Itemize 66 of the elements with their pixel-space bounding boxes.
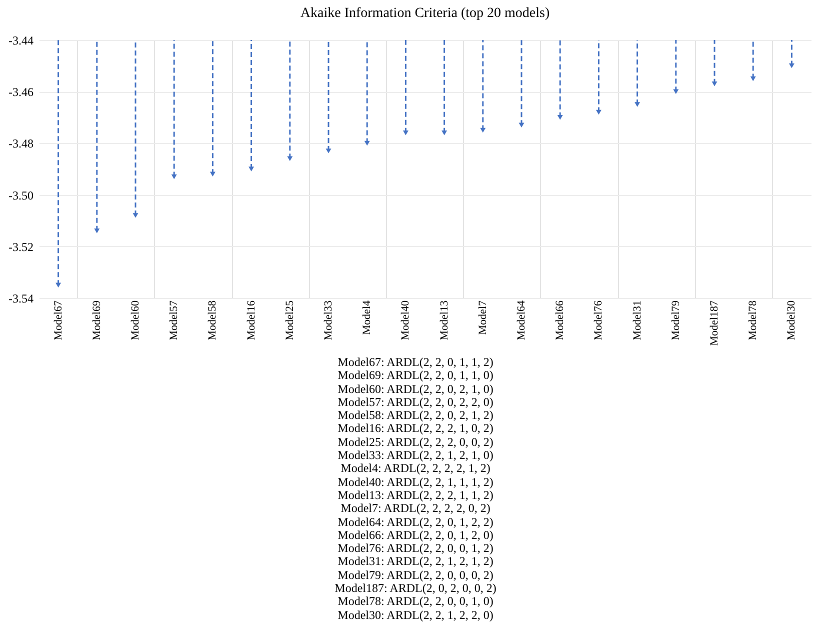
y-tick-label: -3.46 <box>8 85 34 100</box>
y-tick-label: -3.54 <box>8 292 34 306</box>
text: Model30: ARDL(2, 2, 1, 2, 2, 0) <box>336 608 494 622</box>
text: Model79: ARDL(2, 2, 0, 0, 0, 2) <box>336 568 494 582</box>
x-tick-label: Model58 <box>206 300 219 340</box>
x-tick-label: Model64 <box>516 300 528 340</box>
point <box>596 110 602 115</box>
point <box>442 130 448 136</box>
x-tick-label: Model187 <box>708 300 720 346</box>
point <box>326 148 332 154</box>
x-tick-label: Model79 <box>670 300 682 340</box>
text: Model187: ARDL(2, 0, 2, 0, 0, 2) <box>334 581 498 596</box>
y-tick-label: -3.50 <box>8 188 34 202</box>
text: Model78: ARDL(2, 2, 0, 0, 1, 0) <box>336 594 494 609</box>
x-tick-label: Model4 <box>361 300 374 335</box>
x-tick-label: Model66 <box>554 300 566 340</box>
text: Model69: ARDL(2, 2, 0, 1, 1, 0) <box>336 368 494 383</box>
point <box>364 140 370 146</box>
point <box>171 174 177 180</box>
text: Model67: ARDL(2, 2, 0, 1, 1, 2) <box>336 355 494 370</box>
point <box>480 128 486 133</box>
y-tick-label: -3.44 <box>8 34 34 48</box>
point <box>557 115 563 120</box>
point <box>210 172 216 177</box>
x-tick-label: Model25 <box>284 300 296 340</box>
text: Model57: ARDL(2, 2, 0, 2, 2, 0) <box>336 394 494 410</box>
text: Model25: ARDL(2, 2, 2, 0, 0, 2) <box>336 434 494 450</box>
x-tick-label: Model60 <box>130 300 142 340</box>
point <box>132 213 138 218</box>
point <box>712 81 718 86</box>
x-tick-label: Model40 <box>400 300 412 340</box>
x-tick-label: Model33 <box>322 300 334 340</box>
point <box>402 130 408 136</box>
x-tick-label: Model78 <box>747 300 760 340</box>
x-tick-label: Model30 <box>786 300 798 340</box>
text: Model66: ARDL(2, 2, 0, 1, 2, 0) <box>336 528 494 542</box>
x-tick-label: Model57 <box>168 300 180 340</box>
x-tick-label: Model69 <box>90 300 103 340</box>
text: Model64: ARDL(2, 2, 0, 1, 2, 2) <box>336 514 494 529</box>
text: Model40: ARDL(2, 2, 1, 1, 1, 2) <box>336 474 494 489</box>
text: Model33: ARDL(2, 2, 1, 2, 1, 0) <box>336 448 494 462</box>
text: Model4: ARDL(2, 2, 2, 2, 1, 2) <box>340 461 490 476</box>
point <box>750 76 756 82</box>
point <box>673 89 679 94</box>
text: Model16: ARDL(2, 2, 2, 1, 0, 2) <box>336 421 494 436</box>
point <box>56 282 62 288</box>
text: Model31: ARDL(2, 2, 1, 2, 1, 2) <box>336 554 494 569</box>
text: Model76: ARDL(2, 2, 0, 0, 1, 2) <box>336 541 494 556</box>
x-tick-label: Model16 <box>245 300 258 340</box>
point <box>248 166 254 172</box>
x-tick-label: Model7 <box>476 300 489 335</box>
point <box>94 228 100 234</box>
text: Model13: ARDL(2, 2, 2, 1, 1, 2) <box>336 488 494 502</box>
chart-title: Akaike Information Criteria (top 20 models) <box>300 6 550 21</box>
point <box>287 156 293 162</box>
y-tick-label: -3.52 <box>8 240 34 254</box>
point <box>634 102 640 107</box>
x-tick-label: Model76 <box>592 300 605 340</box>
x-tick-label: Model13 <box>438 300 450 340</box>
point <box>788 63 794 68</box>
text: Model60: ARDL(2, 2, 0, 2, 1, 0) <box>336 382 494 396</box>
x-tick-label: Model67 <box>52 300 64 340</box>
text: Model58: ARDL(2, 2, 0, 2, 1, 2) <box>336 408 494 422</box>
y-tick-label: -3.48 <box>8 136 34 151</box>
x-tick-label: Model31 <box>631 300 644 340</box>
text: Model7: ARDL(2, 2, 2, 2, 0, 2) <box>340 501 490 516</box>
